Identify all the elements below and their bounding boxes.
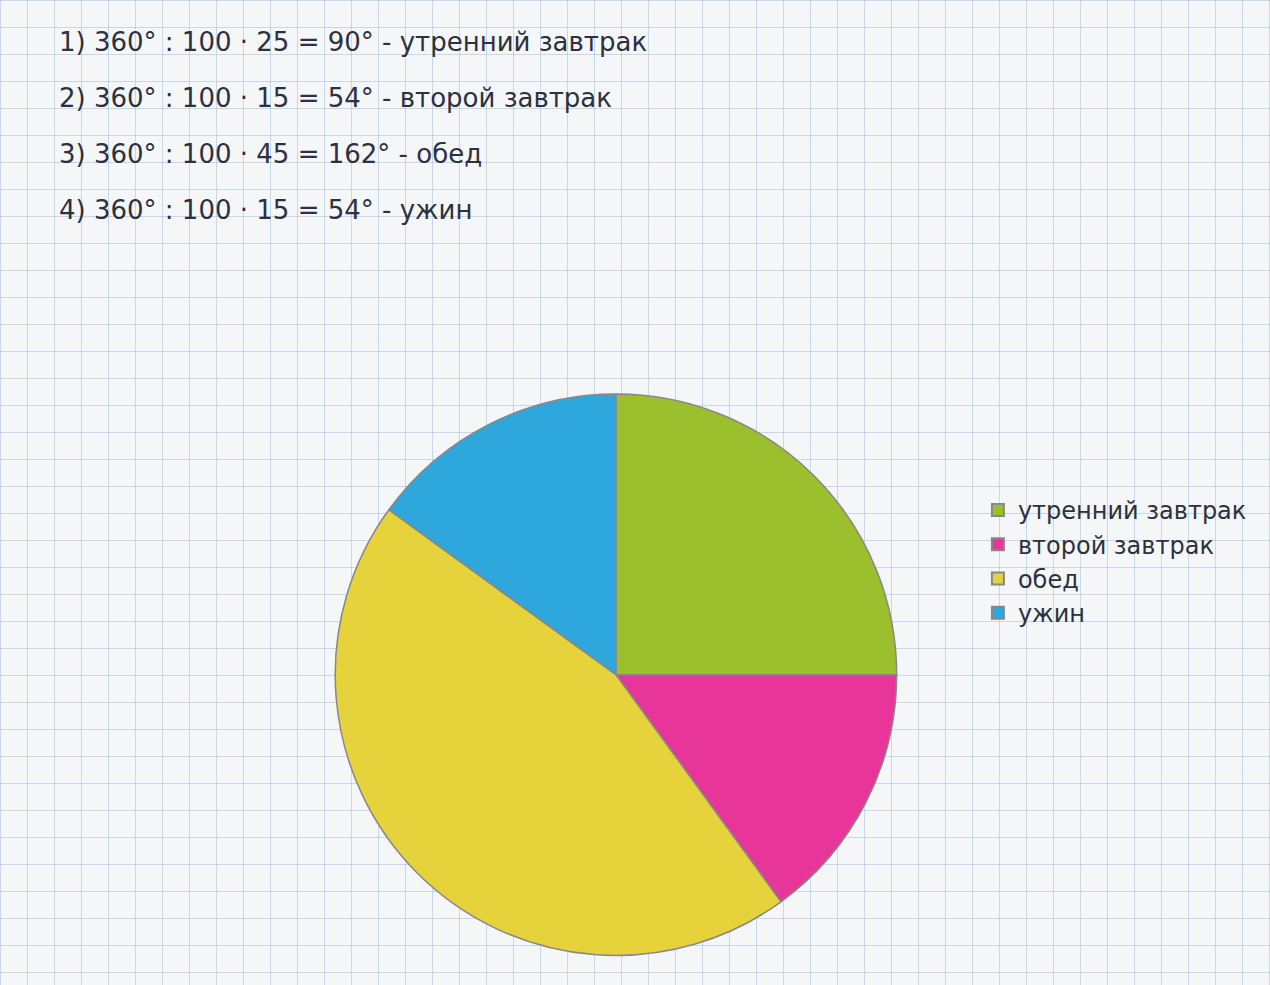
svg-text:утренний завтрак: утренний завтрак <box>1018 497 1246 525</box>
svg-text:1) 360° : 100 · 25 = 90° - утр: 1) 360° : 100 · 25 = 90° - утренний завт… <box>59 27 647 57</box>
svg-text:ужин: ужин <box>1018 600 1085 628</box>
svg-text:2) 360° : 100 · 15 = 54° - вто: 2) 360° : 100 · 15 = 54° - второй завтра… <box>59 83 612 113</box>
svg-text:второй завтрак: второй завтрак <box>1018 532 1214 560</box>
svg-text:4) 360° : 100 · 15 = 54° - ужи: 4) 360° : 100 · 15 = 54° - ужин <box>59 195 472 225</box>
svg-text:3) 360° : 100 · 45 = 162° - об: 3) 360° : 100 · 45 = 162° - обед <box>59 139 482 169</box>
svg-text:обед: обед <box>1018 566 1079 594</box>
